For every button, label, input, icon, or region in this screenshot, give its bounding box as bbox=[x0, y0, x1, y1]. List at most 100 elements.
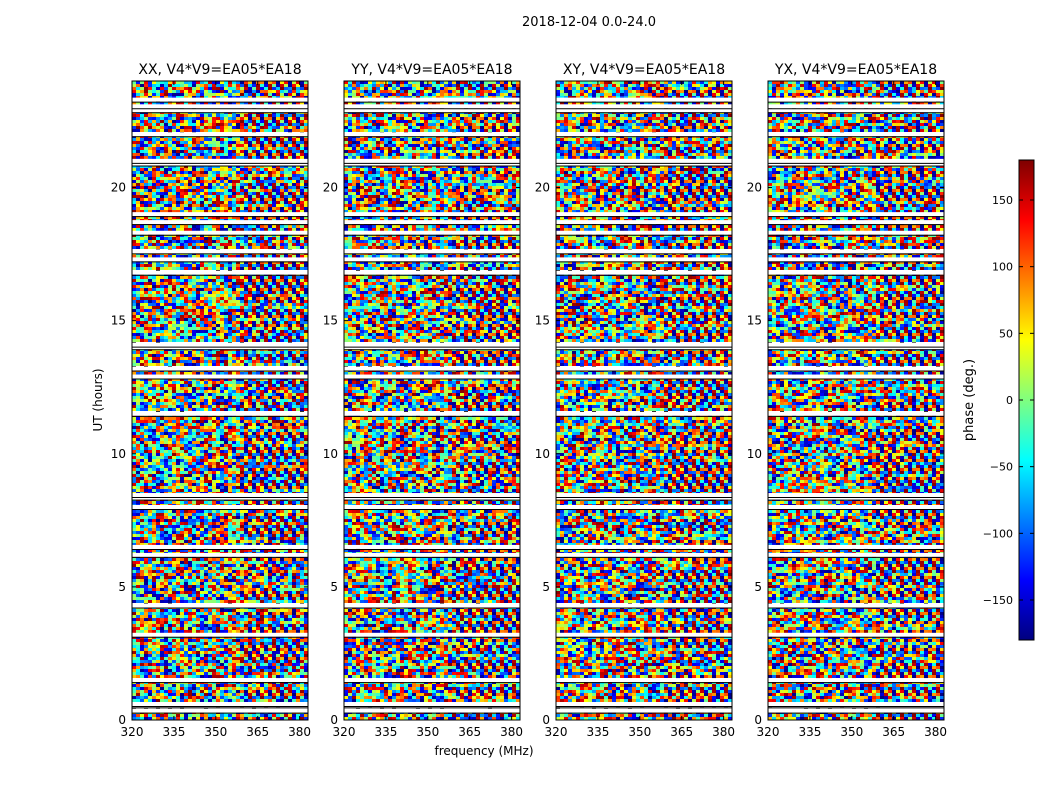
panel-2: XY, V4*V9=EA05*EA18 320 335 350 365 380 0 5 10 15… bbox=[535, 62, 735, 739]
colorbar-label: phase (deg.) bbox=[962, 359, 977, 441]
panel-1: YY, V4*V9=EA05*EA18 320 335 350 365 380 0 5 10 15… bbox=[323, 62, 534, 758]
flagged-band bbox=[556, 220, 732, 225]
flagged-band bbox=[344, 132, 520, 137]
flagged-band bbox=[768, 603, 944, 608]
flagged-band bbox=[344, 505, 520, 509]
colorbar-tick-label: −50 bbox=[990, 461, 1013, 474]
flagged-band bbox=[556, 342, 732, 347]
y-tick-label: 0 bbox=[542, 713, 550, 727]
flagged-band bbox=[768, 374, 944, 379]
x-tick-label: 380 bbox=[712, 725, 735, 739]
flagged-band bbox=[344, 603, 520, 608]
flagged-band bbox=[344, 104, 520, 109]
flagged-band bbox=[768, 97, 944, 102]
y-tick-label: 15 bbox=[111, 314, 126, 328]
flagged-band bbox=[344, 411, 520, 416]
y-tick-label: 10 bbox=[111, 447, 126, 461]
flagged-band bbox=[344, 270, 520, 275]
y-tick-label: 20 bbox=[111, 181, 126, 195]
flagged-band bbox=[768, 702, 944, 707]
flagged-band bbox=[344, 632, 520, 637]
x-tick-label: 380 bbox=[924, 725, 947, 739]
panels: XX, V4*V9=EA05*EA18 320 335 350 365 380 0 5 10 15… bbox=[91, 62, 947, 758]
flagged-band bbox=[556, 230, 732, 235]
flagged-band bbox=[556, 493, 732, 498]
flagged-band bbox=[768, 411, 944, 416]
x-tick-label: 365 bbox=[670, 725, 693, 739]
flagged-band bbox=[132, 505, 308, 509]
flagged-band bbox=[132, 220, 308, 225]
flagged-band bbox=[344, 678, 520, 683]
flagged-band bbox=[344, 108, 520, 113]
y-tick-label: 10 bbox=[747, 447, 762, 461]
colorbar-ticks: 150 100 50 0 −50 −100 −150 bbox=[983, 194, 1034, 607]
flagged-band bbox=[556, 505, 732, 509]
x-tick-label: 335 bbox=[162, 725, 185, 739]
colorbar-tick-label: 100 bbox=[992, 261, 1013, 274]
flagged-band bbox=[344, 544, 520, 549]
colorbar-tick-label: 50 bbox=[999, 327, 1013, 340]
flagged-band bbox=[344, 257, 520, 262]
flagged-band bbox=[556, 603, 732, 608]
x-tick-label: 380 bbox=[500, 725, 523, 739]
y-tick-label: 20 bbox=[323, 181, 338, 195]
x-tick-label: 320 bbox=[333, 725, 356, 739]
flagged-band bbox=[768, 708, 944, 713]
flagged-band bbox=[132, 132, 308, 137]
flagged-band bbox=[556, 257, 732, 262]
axes-frame bbox=[343, 80, 521, 721]
flagged-band bbox=[768, 220, 944, 225]
flagged-band bbox=[768, 505, 944, 509]
y-tick-label: 10 bbox=[535, 447, 550, 461]
flagged-band bbox=[132, 552, 308, 557]
flagged-band bbox=[132, 678, 308, 683]
flagged-band bbox=[132, 104, 308, 109]
flagged-band bbox=[344, 342, 520, 347]
flagged-band bbox=[556, 411, 732, 416]
y-tick-label: 5 bbox=[754, 580, 762, 594]
x-tick-label: 380 bbox=[288, 725, 311, 739]
y-tick-label: 15 bbox=[535, 314, 550, 328]
flagged-band bbox=[344, 249, 520, 254]
flagged-band bbox=[556, 158, 732, 163]
flagged-band bbox=[768, 678, 944, 683]
flagged-band bbox=[556, 270, 732, 275]
flagged-band bbox=[132, 366, 308, 371]
x-tick-label: 335 bbox=[374, 725, 397, 739]
y-tick-label: 15 bbox=[747, 314, 762, 328]
y-tick-label: 10 bbox=[323, 447, 338, 461]
flagged-band bbox=[344, 708, 520, 713]
flagged-band bbox=[344, 220, 520, 225]
flagged-band bbox=[556, 632, 732, 637]
colorbar-tick-label: 0 bbox=[1006, 394, 1013, 407]
axes-frame bbox=[131, 80, 309, 721]
flagged-band bbox=[132, 603, 308, 608]
phase-heatmap bbox=[132, 81, 308, 720]
y-tick-label: 0 bbox=[118, 713, 126, 727]
flagged-band bbox=[132, 493, 308, 498]
flagged-band bbox=[768, 342, 944, 347]
panel-title: XY, V4*V9=EA05*EA18 bbox=[563, 62, 725, 78]
flagged-band bbox=[344, 230, 520, 235]
x-tick-label: 365 bbox=[246, 725, 269, 739]
panel-title: YX, V4*V9=EA05*EA18 bbox=[774, 62, 937, 78]
flagged-band bbox=[132, 230, 308, 235]
flagged-band bbox=[556, 552, 732, 557]
flagged-band bbox=[344, 212, 520, 217]
flagged-band bbox=[132, 212, 308, 217]
flagged-band bbox=[132, 374, 308, 379]
flagged-band bbox=[556, 104, 732, 109]
flagged-band bbox=[556, 97, 732, 102]
flagged-band bbox=[768, 632, 944, 637]
flagged-band bbox=[556, 678, 732, 683]
figure-suptitle: 2018-12-04 0.0-24.0 bbox=[522, 15, 656, 30]
flagged-band bbox=[344, 366, 520, 371]
flagged-band bbox=[768, 544, 944, 549]
y-tick-label: 5 bbox=[118, 580, 126, 594]
colorbar: 150 100 50 0 −50 −100 −150 phase (deg.) bbox=[962, 159, 1035, 641]
flagged-band bbox=[556, 374, 732, 379]
x-tick-label: 350 bbox=[416, 725, 439, 739]
colorbar-tick-label: −100 bbox=[983, 527, 1013, 540]
flagged-band bbox=[768, 230, 944, 235]
